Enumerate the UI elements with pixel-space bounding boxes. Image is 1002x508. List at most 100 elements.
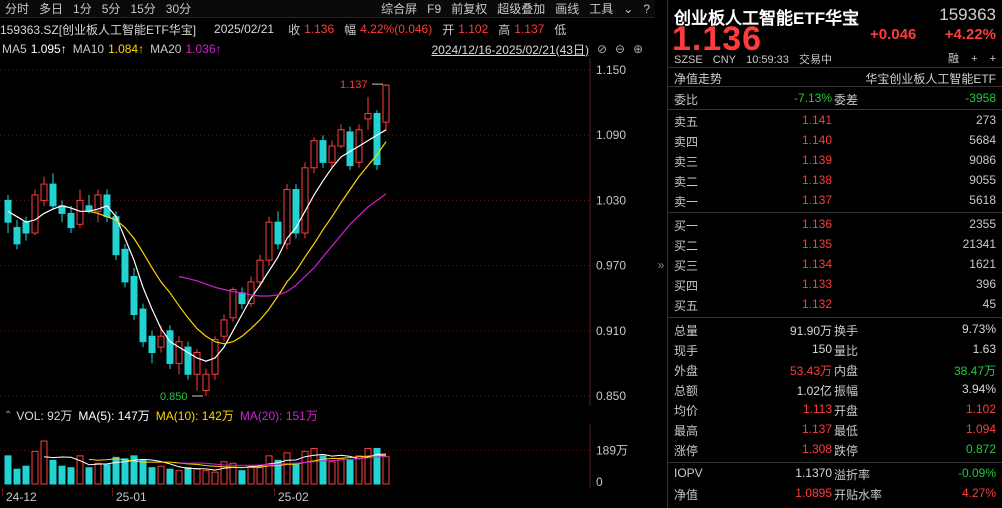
volume-bar[interactable]: [364, 447, 372, 485]
candle-body[interactable]: [175, 341, 183, 364]
volume-bar[interactable]: [211, 471, 219, 485]
volume-bar[interactable]: [292, 462, 300, 485]
add-watch-icon[interactable]: +: [989, 53, 996, 65]
candle-body[interactable]: [238, 292, 246, 305]
period-tab-4[interactable]: 15分: [130, 1, 156, 16]
volume-bar[interactable]: [193, 468, 201, 485]
period-tab-0[interactable]: 分时: [5, 1, 30, 16]
volume-bar[interactable]: [337, 458, 345, 485]
volume-bar[interactable]: [355, 455, 363, 485]
candle-body[interactable]: [373, 112, 381, 166]
volume-bar[interactable]: [31, 450, 39, 485]
candle-body[interactable]: [139, 308, 147, 343]
volume-bar[interactable]: [22, 465, 30, 485]
candle-body[interactable]: [256, 259, 264, 283]
period-tab-3[interactable]: 5分: [101, 1, 121, 16]
candle-body[interactable]: [148, 335, 156, 354]
ask-row[interactable]: 卖三 1.139 9086: [668, 150, 1002, 170]
volume-bar[interactable]: [157, 465, 165, 485]
toolbar-button-4[interactable]: 画线: [555, 1, 580, 16]
candle-body[interactable]: [22, 221, 30, 234]
margin-badge[interactable]: 融: [948, 53, 959, 65]
volume-bar[interactable]: [175, 470, 183, 485]
candle-body[interactable]: [283, 189, 291, 245]
candle-body[interactable]: [220, 319, 228, 337]
volume-bar[interactable]: [265, 455, 273, 485]
volume-bar[interactable]: [94, 462, 102, 485]
toolbar-button-0[interactable]: 综合屏: [381, 1, 418, 16]
volume-bar[interactable]: [328, 461, 336, 485]
volume-bar[interactable]: [166, 468, 174, 485]
add-icon[interactable]: +: [971, 53, 978, 65]
candle-body[interactable]: [265, 221, 273, 261]
volume-bar[interactable]: [229, 462, 237, 485]
candle-body[interactable]: [4, 199, 12, 223]
candle-body[interactable]: [166, 330, 174, 364]
candle-body[interactable]: [301, 167, 309, 234]
volume-bar[interactable]: [382, 456, 390, 485]
candle-body[interactable]: [382, 84, 390, 123]
period-tab-1[interactable]: 多日: [39, 1, 64, 16]
candle-body[interactable]: [94, 194, 102, 212]
volume-bar[interactable]: [274, 459, 282, 485]
volume-bar[interactable]: [40, 440, 48, 485]
toolbar-button-3[interactable]: 超级叠加: [497, 1, 546, 16]
volume-bar[interactable]: [247, 465, 255, 485]
volume-bar[interactable]: [4, 455, 12, 485]
bid-row[interactable]: 买二 1.135 21341: [668, 234, 1002, 254]
volume-bar[interactable]: [85, 467, 93, 485]
help-icon[interactable]: ?: [643, 1, 650, 16]
volume-bar[interactable]: [76, 455, 84, 485]
ask-row[interactable]: 卖四 1.140 5684: [668, 130, 1002, 150]
prev-button[interactable]: ⊘: [596, 42, 608, 56]
toolbar-button-1[interactable]: F9: [427, 1, 442, 16]
ask-row[interactable]: 卖二 1.138 9055: [668, 170, 1002, 190]
candle-body[interactable]: [310, 140, 318, 169]
candle-body[interactable]: [346, 131, 354, 167]
candle-body[interactable]: [31, 194, 39, 234]
volume-bar[interactable]: [13, 468, 21, 485]
ask-row[interactable]: 卖五 1.141 273: [668, 110, 1002, 130]
candle-body[interactable]: [229, 289, 237, 319]
candle-body[interactable]: [202, 373, 210, 392]
candle-body[interactable]: [193, 352, 201, 375]
volume-bar[interactable]: [283, 452, 291, 485]
volume-bar[interactable]: [58, 465, 66, 485]
candle-body[interactable]: [130, 275, 138, 315]
candle-body[interactable]: [211, 338, 219, 375]
candle-body[interactable]: [328, 145, 336, 163]
bid-row[interactable]: 买五 1.132 45: [668, 294, 1002, 314]
volume-bar[interactable]: [121, 458, 129, 485]
candle-body[interactable]: [121, 248, 129, 283]
volume-bar[interactable]: [49, 459, 57, 485]
volume-bar[interactable]: [310, 447, 318, 485]
period-tab-2[interactable]: 1分: [73, 1, 92, 16]
candle-body[interactable]: [319, 140, 327, 163]
candle-body[interactable]: [67, 212, 75, 229]
toolbar-button-5[interactable]: 工具: [589, 1, 614, 16]
volume-bar[interactable]: [319, 455, 327, 485]
bid-row[interactable]: 买四 1.133 396: [668, 274, 1002, 294]
volume-chart[interactable]: 189万 0: [0, 424, 640, 488]
candle-body[interactable]: [274, 221, 282, 245]
ask-row[interactable]: 卖一 1.137 5618: [668, 190, 1002, 210]
volume-bar[interactable]: [130, 455, 138, 485]
toolbar-button-2[interactable]: 前复权: [451, 1, 488, 16]
zoom-out-icon[interactable]: ⊖: [615, 42, 626, 56]
volume-bar[interactable]: [301, 450, 309, 485]
volume-bar[interactable]: [256, 467, 264, 485]
candle-body[interactable]: [49, 183, 57, 207]
period-tab-5[interactable]: 30分: [165, 1, 192, 16]
volume-bar[interactable]: [220, 461, 228, 485]
bid-row[interactable]: 买三 1.134 1621: [668, 254, 1002, 274]
volume-bar[interactable]: [373, 447, 381, 485]
candle-body[interactable]: [247, 281, 255, 305]
volume-bar[interactable]: [238, 470, 246, 485]
candle-body[interactable]: [13, 227, 21, 245]
tab-nav-trend[interactable]: 净值走势: [674, 72, 723, 86]
tab-fund-name[interactable]: 华宝创业板人工智能ETF: [865, 72, 996, 86]
candle-body[interactable]: [364, 112, 372, 120]
volume-bar[interactable]: [103, 464, 111, 485]
volume-bar[interactable]: [67, 467, 75, 485]
volume-bar[interactable]: [202, 470, 210, 485]
